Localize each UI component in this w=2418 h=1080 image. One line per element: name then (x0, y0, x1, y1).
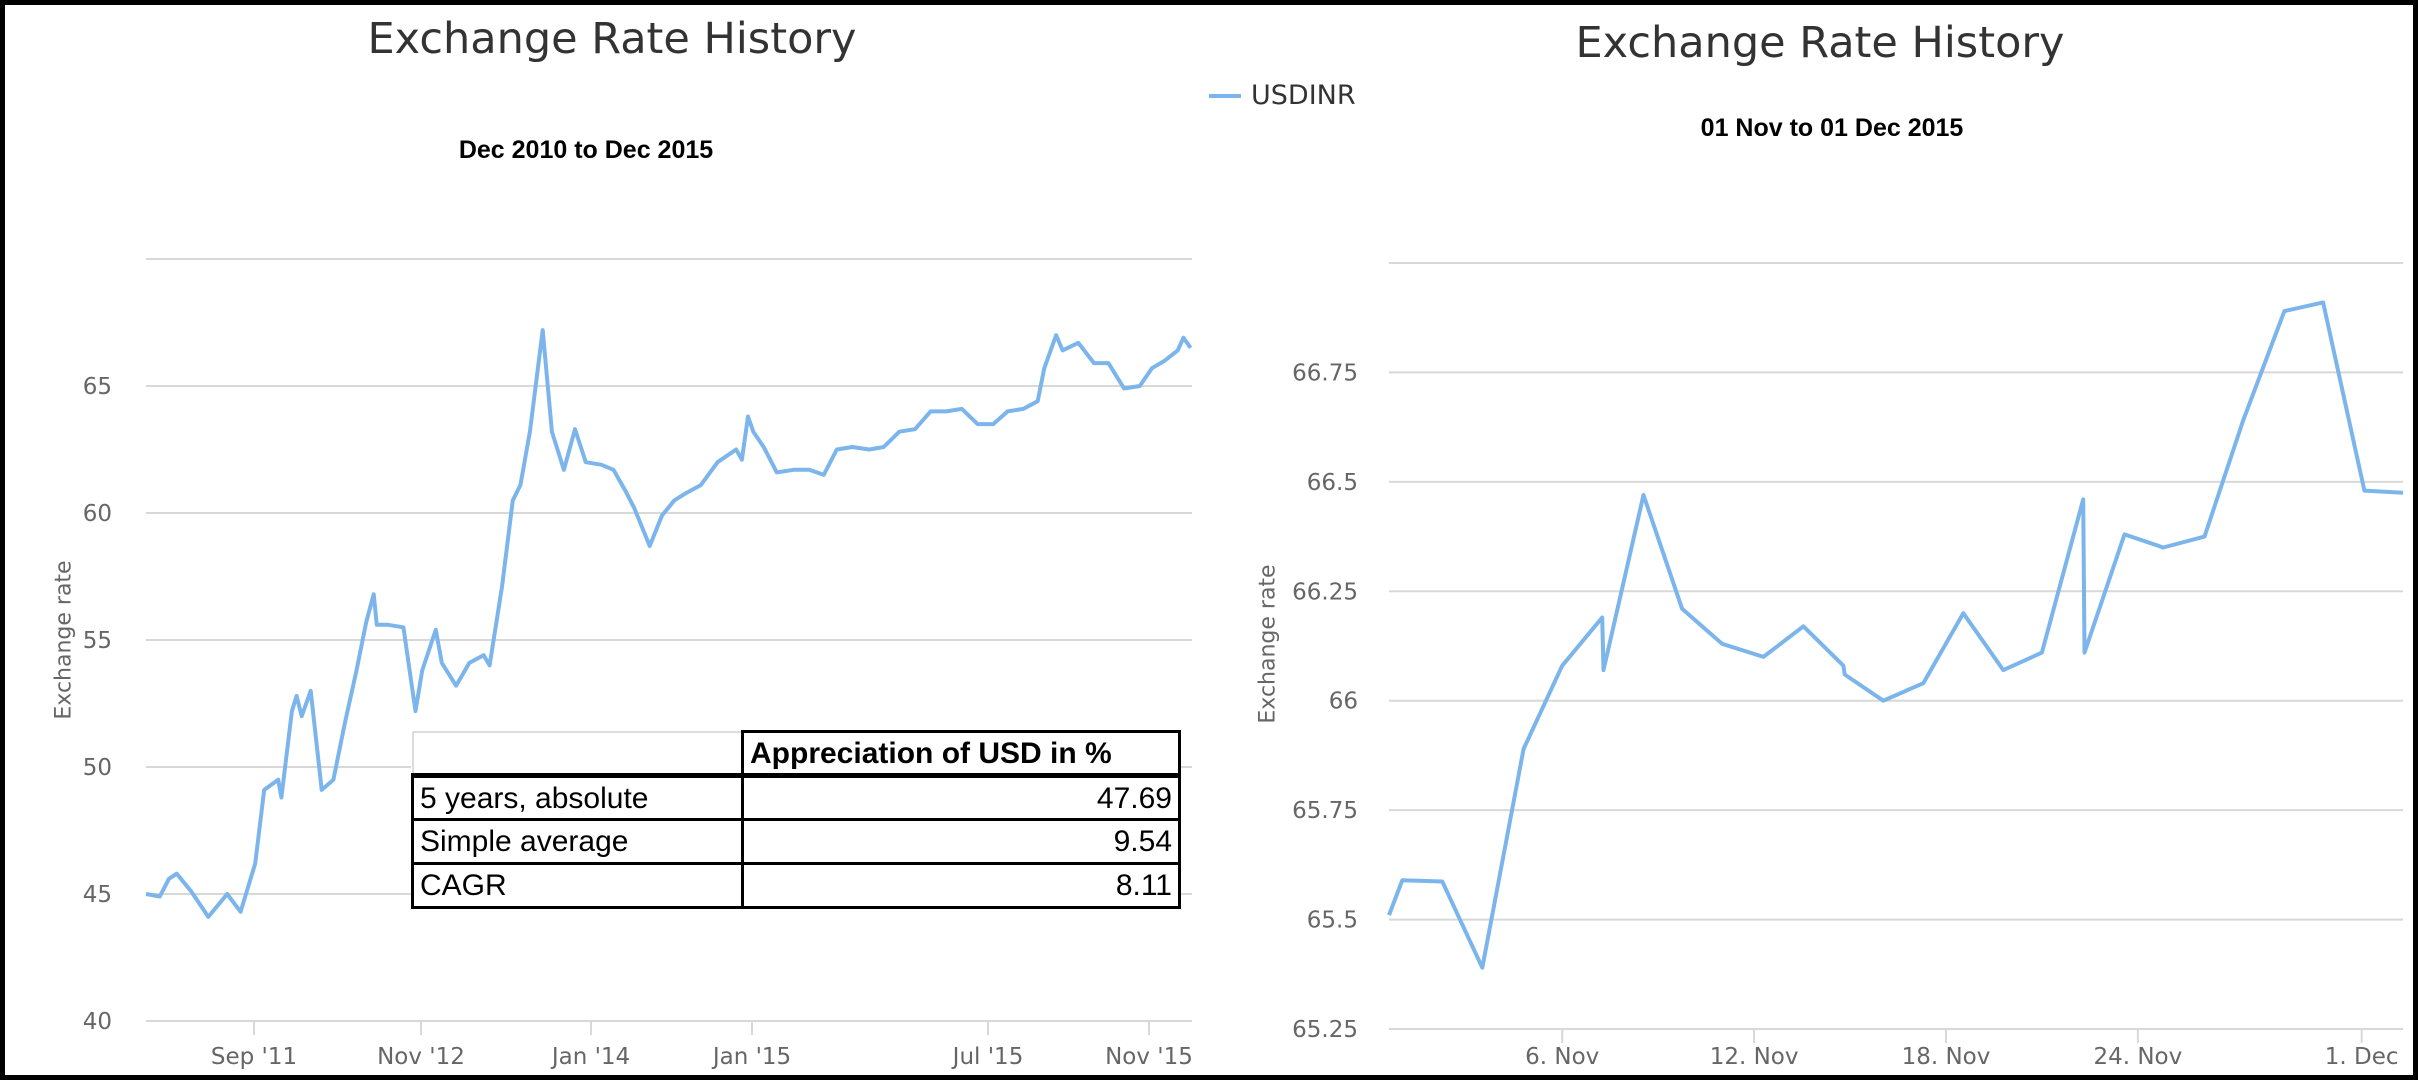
left-chart-title: Exchange Rate History (367, 14, 857, 64)
y-tick-label: 66.75 (1292, 360, 1358, 386)
x-tick-label: Jan '14 (550, 1044, 630, 1070)
table-row: CAGR 8.11 (411, 862, 1181, 909)
row-value: 9.54 (741, 818, 1181, 865)
y-tick-label: 65 (83, 374, 112, 400)
y-tick-label: 65.5 (1307, 908, 1358, 934)
x-tick-label: Jul '15 (951, 1044, 1024, 1070)
y-tick-label: 40 (83, 1009, 112, 1035)
x-tick-label: 24. Nov (2093, 1044, 2182, 1070)
table-row: 5 years, absolute 47.69 (411, 774, 1181, 821)
x-tick-label: 12. Nov (1710, 1044, 1799, 1070)
row-label: Simple average (411, 818, 744, 865)
x-tick-label: 6. Nov (1525, 1044, 1599, 1070)
x-tick-label: 1. Dec (2325, 1044, 2399, 1070)
left-chart-subtitle: Dec 2010 to Dec 2015 (458, 136, 714, 164)
x-tick-label: Nov '12 (377, 1044, 465, 1070)
y-tick-label: 65.25 (1292, 1017, 1358, 1043)
series-line-usdinr (1387, 300, 2404, 970)
x-tick-label: Sep '11 (211, 1044, 297, 1070)
series-line-usdinr (145, 328, 1193, 919)
appreciation-table: Appreciation of USD in % 5 years, absolu… (411, 730, 1181, 909)
row-label: CAGR (411, 862, 744, 909)
legend-label: USDINR (1251, 80, 1356, 111)
y-tick-label: 60 (83, 501, 112, 527)
x-tick-label: Jan '15 (711, 1044, 791, 1070)
row-value: 8.11 (741, 862, 1181, 909)
table-row: Simple average 9.54 (411, 818, 1181, 865)
table-header-blank (411, 730, 744, 778)
y-tick-label: 66.5 (1307, 470, 1358, 496)
row-label: 5 years, absolute (411, 774, 744, 821)
y-tick-label: 65.75 (1292, 798, 1358, 824)
row-value: 47.69 (741, 774, 1181, 821)
y-tick-label: 45 (83, 882, 112, 908)
y-tick-label: 50 (83, 755, 112, 781)
legend-item-usdinr[interactable]: USDINR (1209, 80, 1356, 111)
y-tick-label: 66 (1329, 689, 1358, 715)
x-tick-label: 18. Nov (1902, 1044, 1991, 1070)
table-header-appreciation: Appreciation of USD in % (741, 730, 1181, 778)
x-tick-label: Nov '15 (1105, 1044, 1193, 1070)
y-tick-label: 66.25 (1292, 579, 1358, 605)
legend-line-icon (1209, 93, 1241, 98)
right-chart-subtitle: 01 Nov to 01 Dec 2015 (1700, 114, 1964, 142)
table-header-row: Appreciation of USD in % (411, 730, 1181, 778)
y-tick-label: 55 (83, 628, 112, 654)
right-chart-title: Exchange Rate History (1575, 18, 2065, 68)
